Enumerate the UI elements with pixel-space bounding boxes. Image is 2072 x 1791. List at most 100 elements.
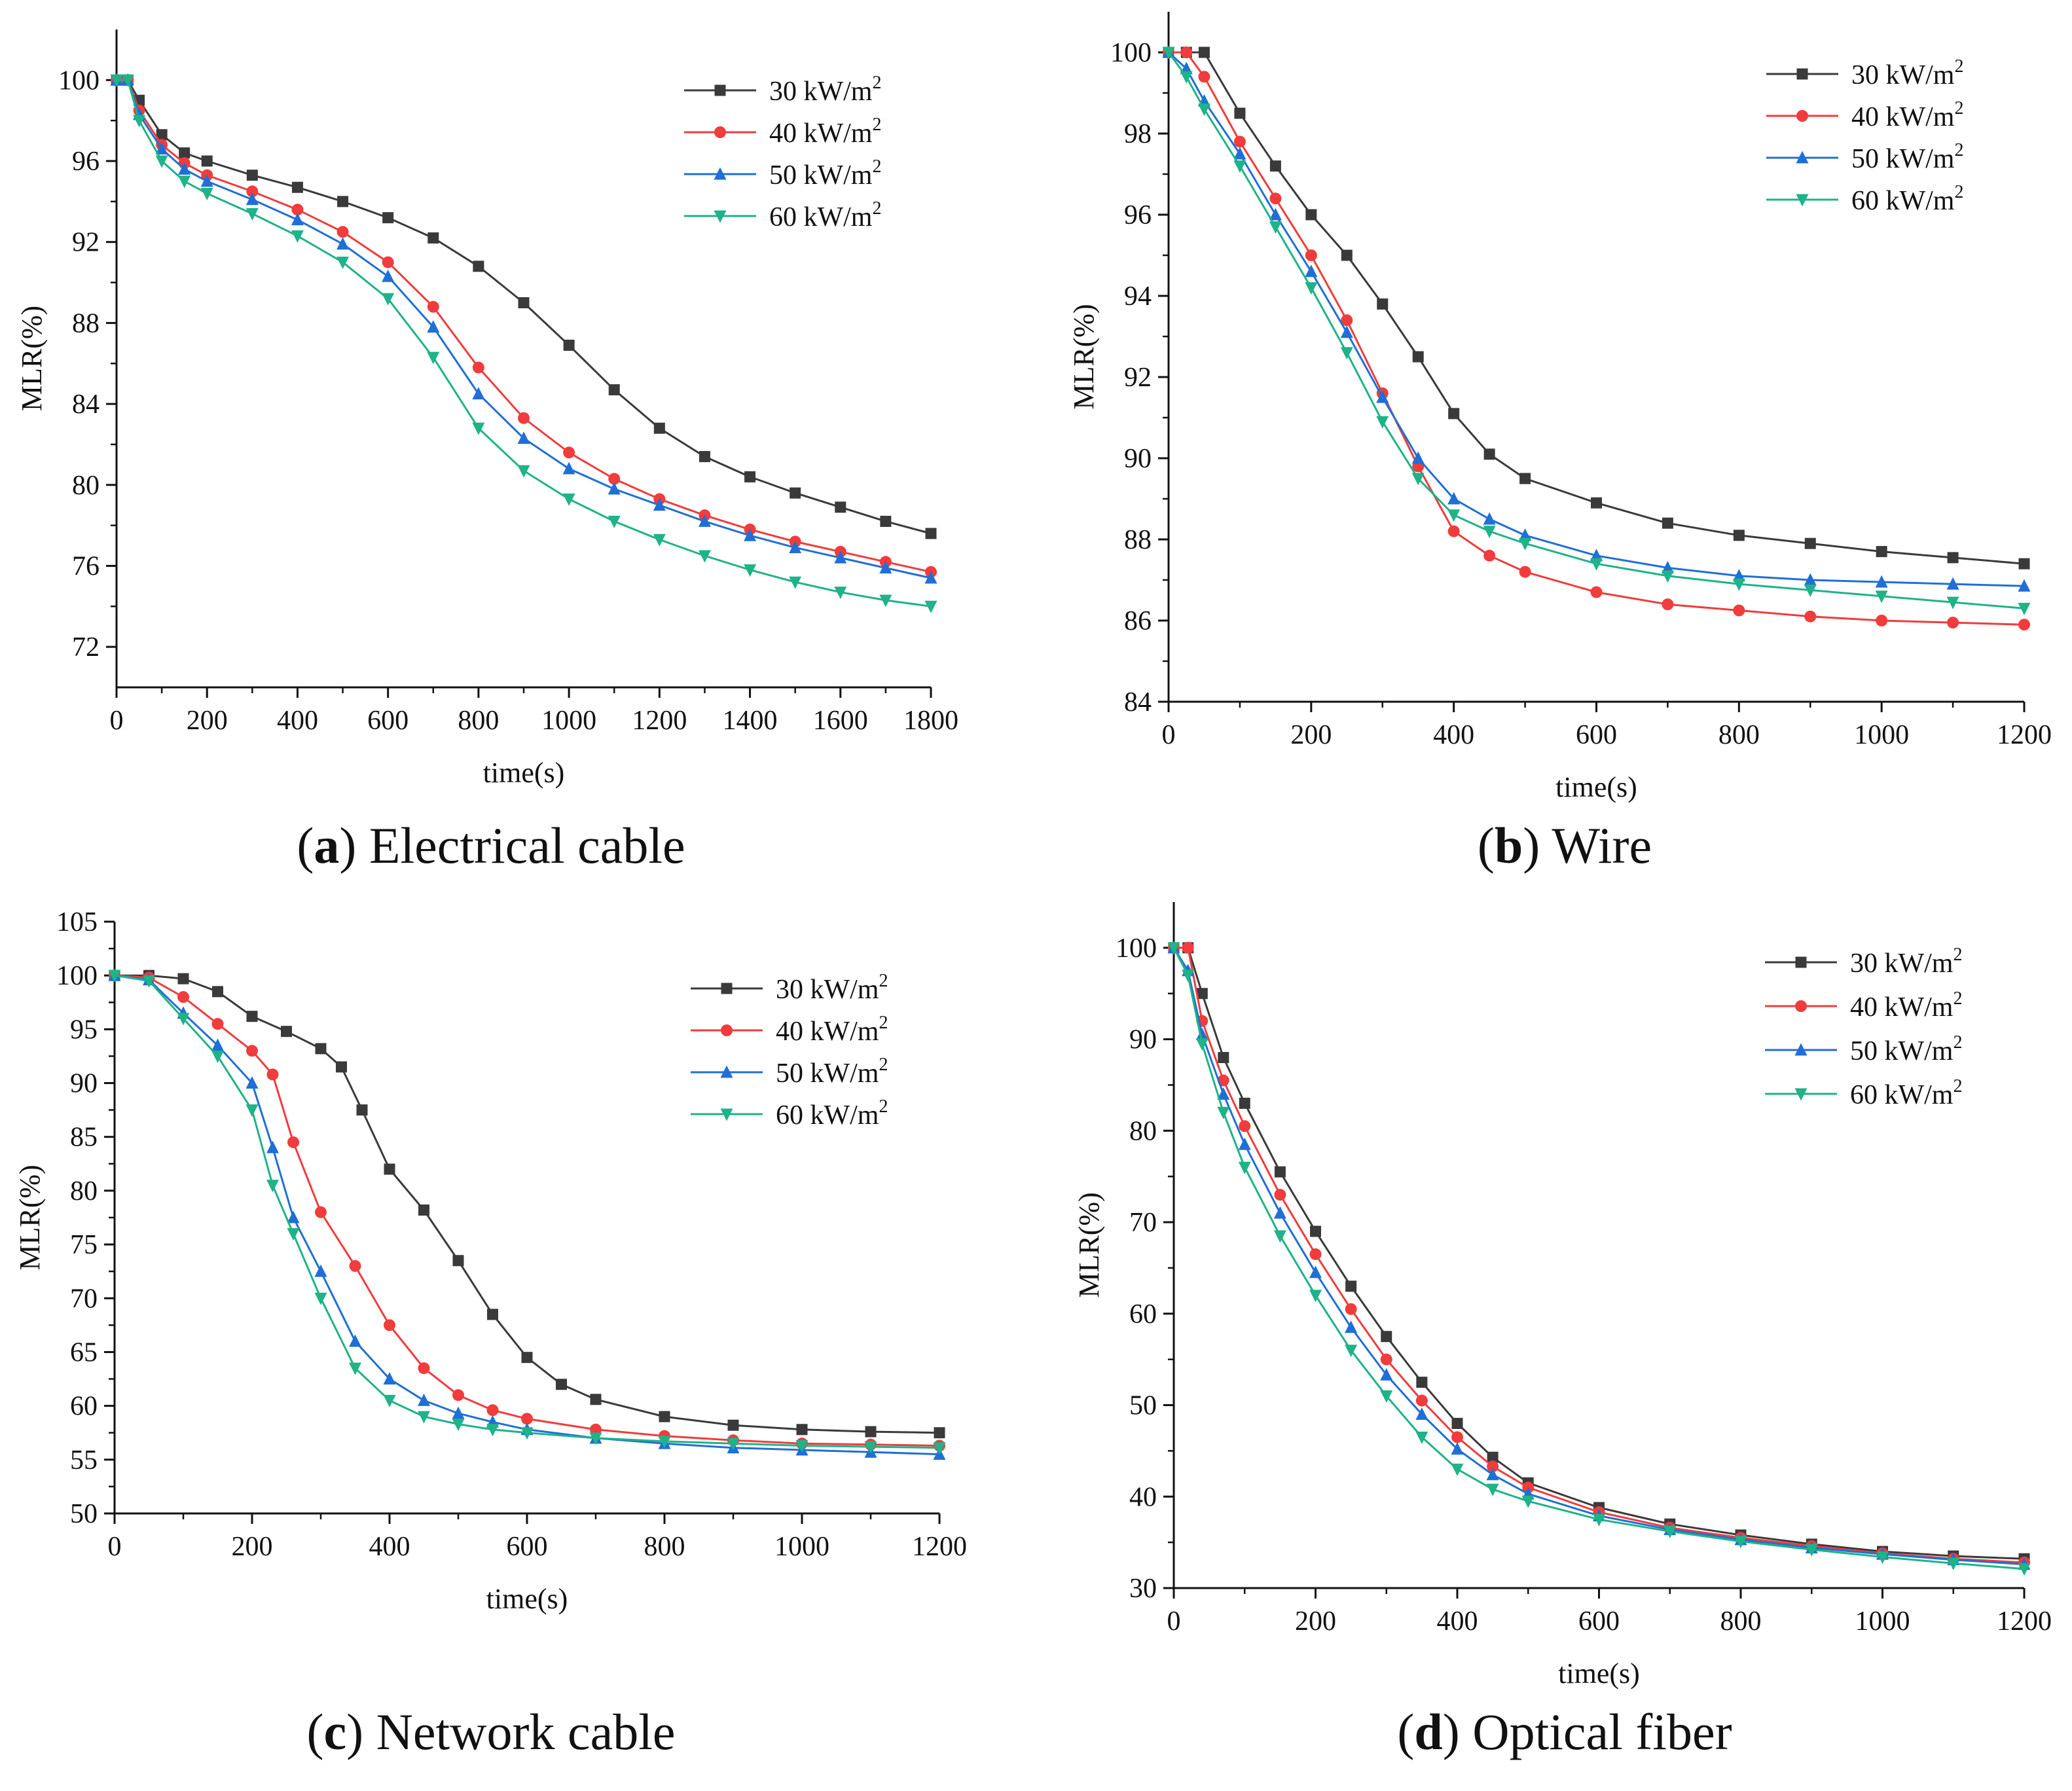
data-point (1345, 1345, 1358, 1358)
data-point (2018, 558, 2030, 570)
legend-superscript: 2 (872, 156, 881, 177)
x-tick-label: 0 (1162, 720, 1176, 750)
data-point (382, 256, 394, 268)
data-point (1448, 408, 1460, 420)
data-point (1876, 1551, 1889, 1564)
data-point (1733, 530, 1745, 541)
data-point (473, 261, 484, 272)
panel-caption-text: Electrical cable (369, 817, 685, 874)
data-point (835, 501, 846, 513)
legend-label: 50 kW/m2 (769, 156, 881, 190)
panel-caption: (b) Wire (1478, 817, 1652, 874)
legend: 30 kW/m2 40 kW/m2 50 kW/m2 60 kW/m2 (684, 73, 881, 232)
data-point (200, 187, 213, 200)
data-point (2018, 579, 2031, 592)
data-point (1946, 577, 1959, 590)
data-point (291, 204, 304, 216)
data-point (521, 1352, 533, 1364)
data-point (1305, 282, 1318, 295)
y-tick-label: 96 (1124, 200, 1152, 230)
legend-superscript: 2 (1954, 56, 1963, 77)
series-2 (111, 74, 937, 578)
data-point (1345, 1303, 1357, 1315)
data-point (744, 528, 757, 541)
x-tick-label: 400 (277, 706, 318, 736)
data-point (266, 1068, 279, 1081)
panel-caption: (d) Optical fiber (1397, 1703, 1732, 1760)
legend-item: 30 kW/m2 (1765, 945, 1962, 979)
x-tick-label: 400 (1433, 720, 1474, 750)
series-line (1174, 947, 2025, 1560)
x-tick-label: 200 (187, 706, 228, 736)
legend-item: 60 kW/m2 (1765, 1076, 1962, 1110)
data-point (349, 1334, 361, 1347)
legend-item: 50 kW/m2 (684, 156, 881, 190)
legend-marker (714, 167, 727, 180)
x-axis-title: time(s) (1555, 771, 1637, 803)
legend-item: 30 kW/m2 (684, 73, 881, 107)
data-point (1182, 941, 1194, 954)
data-point (472, 422, 485, 435)
x-tick-label: 1200 (1997, 720, 2052, 750)
data-point (1305, 249, 1317, 261)
y-tick-label: 98 (1124, 119, 1152, 149)
data-point (1310, 1225, 1321, 1237)
data-point (472, 361, 484, 374)
legend-label: 40 kW/m2 (776, 1013, 888, 1047)
y-tick-label: 70 (1129, 1208, 1157, 1238)
x-tick-label: 1600 (813, 706, 868, 736)
data-point (1273, 1230, 1286, 1243)
data-point (1876, 546, 1887, 558)
data-point (1662, 517, 1673, 529)
data-point (178, 162, 191, 175)
data-point (1804, 537, 1816, 549)
data-point (1486, 1483, 1499, 1496)
data-point (133, 115, 146, 128)
x-tick-label: 0 (108, 1532, 122, 1562)
data-point (1447, 492, 1461, 505)
y-tick-label: 90 (1124, 444, 1152, 474)
data-point (1233, 147, 1246, 160)
y-tick-label: 88 (1124, 525, 1152, 555)
data-point (1947, 617, 1959, 629)
x-tick-label: 200 (1295, 1606, 1336, 1637)
data-point (924, 600, 937, 613)
data-point (1376, 390, 1389, 403)
chart-panel-c: 0 200 400 600 800 1000 1200 50 55 60 65 70 75 80 85 90 9… (14, 907, 967, 1760)
data-point (1239, 1120, 1251, 1132)
data-point (211, 1018, 224, 1030)
data-point (418, 1411, 430, 1424)
legend-label: 60 kW/m2 (1851, 182, 1963, 216)
data-point (834, 587, 847, 600)
data-point (1416, 1377, 1428, 1388)
legend-label: 30 kW/m2 (769, 73, 881, 107)
data-point (1180, 46, 1193, 58)
data-point (452, 1419, 465, 1432)
data-point (1197, 103, 1210, 117)
data-point (1340, 325, 1353, 338)
legend-item: 50 kW/m2 (1766, 140, 1963, 174)
legend-superscript: 2 (1954, 98, 1963, 118)
y-tick-label: 65 (70, 1337, 98, 1367)
data-point (727, 1419, 739, 1431)
data-point (1415, 1407, 1428, 1420)
data-point (1483, 512, 1496, 525)
data-point (865, 1426, 877, 1438)
data-point (246, 1045, 258, 1057)
data-point (790, 487, 801, 499)
y-tick-label: 92 (1124, 363, 1152, 393)
x-tick-label: 200 (1290, 720, 1332, 750)
data-point (1733, 604, 1745, 617)
data-point (1269, 192, 1282, 205)
data-point (1167, 942, 1180, 955)
series-3 (1167, 941, 2031, 1570)
data-point (1376, 416, 1389, 429)
data-point (518, 412, 530, 424)
data-point (177, 973, 189, 985)
data-point (1377, 298, 1389, 310)
data-point (796, 1424, 808, 1436)
data-point (179, 147, 191, 159)
legend-marker (1796, 68, 1808, 80)
series-2 (1163, 46, 2030, 631)
data-point (562, 493, 575, 506)
